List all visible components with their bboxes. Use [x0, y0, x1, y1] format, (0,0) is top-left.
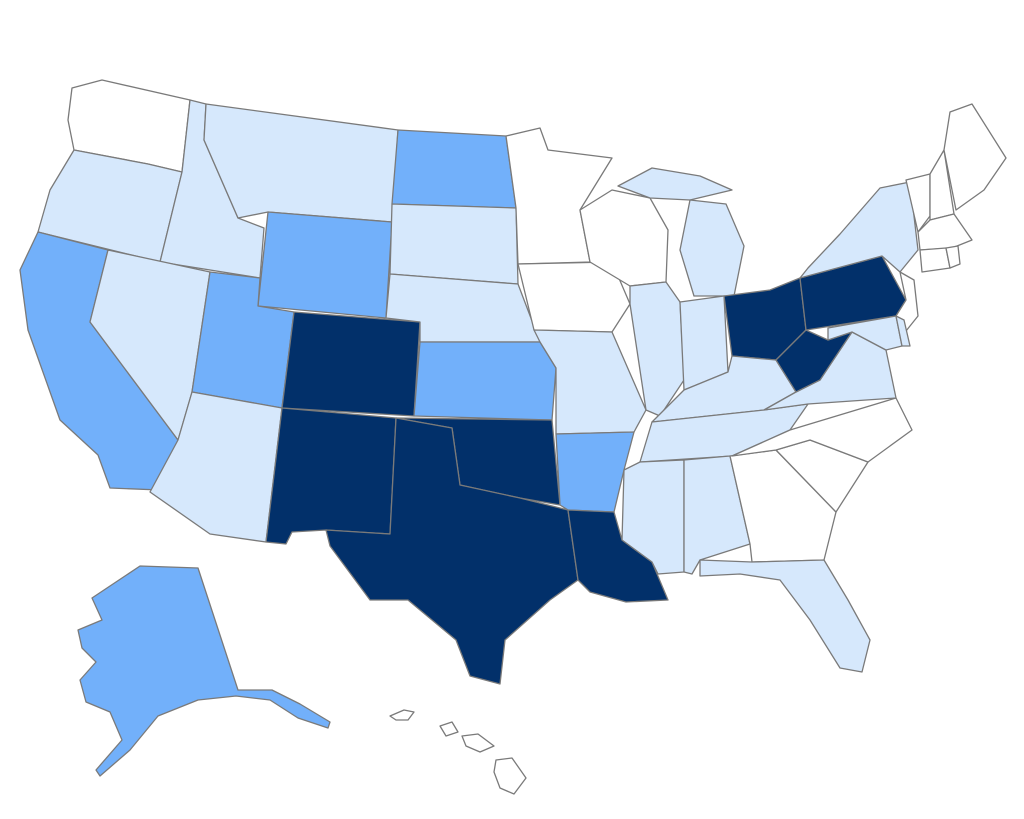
- state-ME[interactable]: [943, 103, 1007, 211]
- state-MI[interactable]: [679, 199, 745, 297]
- state-AK[interactable]: [77, 565, 331, 777]
- state-AR[interactable]: [555, 431, 635, 513]
- state-TX[interactable]: [325, 417, 579, 685]
- state-WY[interactable]: [257, 211, 393, 319]
- state-MI-upper[interactable]: [617, 167, 733, 201]
- state-DE[interactable]: [895, 315, 911, 347]
- state-IL[interactable]: [629, 281, 685, 417]
- state-FL[interactable]: [699, 559, 871, 673]
- state-ND[interactable]: [391, 129, 517, 209]
- state-WI[interactable]: [579, 189, 669, 287]
- state-HI-1[interactable]: [389, 709, 415, 721]
- state-HI-2[interactable]: [439, 721, 459, 737]
- state-MT[interactable]: [203, 103, 399, 223]
- state-HI-4[interactable]: [493, 757, 527, 795]
- state-KS[interactable]: [413, 341, 557, 421]
- state-HI-3[interactable]: [461, 733, 495, 753]
- state-RI[interactable]: [945, 245, 961, 269]
- state-CT[interactable]: [919, 247, 951, 273]
- state-SD[interactable]: [389, 203, 519, 285]
- state-NM[interactable]: [265, 407, 397, 545]
- state-NY[interactable]: [799, 181, 919, 279]
- state-LA[interactable]: [567, 509, 669, 603]
- state-CO[interactable]: [281, 311, 421, 417]
- state-NC[interactable]: [731, 397, 913, 463]
